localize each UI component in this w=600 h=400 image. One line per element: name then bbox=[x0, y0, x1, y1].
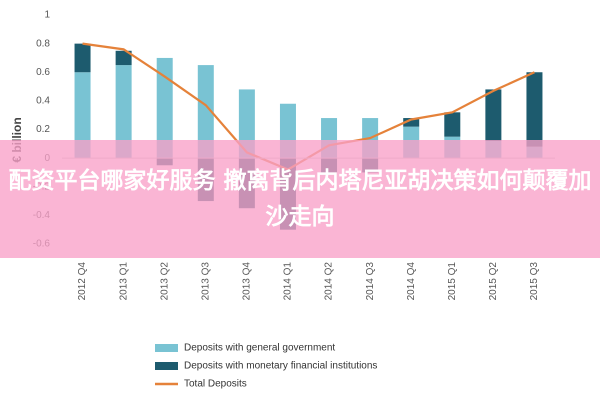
legend-swatch bbox=[155, 362, 178, 370]
legend-label: Total Deposits bbox=[184, 379, 247, 390]
y-tick-label: 0.4 bbox=[36, 96, 50, 107]
x-tick-label: 2014 Q1 bbox=[283, 262, 294, 301]
x-tick-label: 2013 Q3 bbox=[200, 262, 211, 301]
x-tick-label: 2015 Q3 bbox=[529, 262, 540, 301]
bar bbox=[74, 72, 91, 159]
y-tick-label: 0.2 bbox=[36, 124, 50, 135]
x-tick-label: 2013 Q1 bbox=[118, 262, 129, 301]
x-tick-label: 2014 Q3 bbox=[365, 262, 376, 301]
x-tick-label: 2012 Q4 bbox=[77, 262, 88, 301]
x-tick-label: 2014 Q2 bbox=[324, 262, 335, 301]
legend-label: Deposits with general government bbox=[184, 343, 335, 354]
legend-label: Deposits with monetary financial institu… bbox=[184, 361, 377, 372]
overlay-text: 配资平台哪家好服务 撤离背后内塔尼亚胡决策如何颠覆加沙走向 bbox=[8, 168, 592, 230]
bar bbox=[115, 50, 132, 66]
overlay-banner: 配资平台哪家好服务 撤离背后内塔尼亚胡决策如何颠覆加沙走向 bbox=[0, 140, 600, 258]
y-tick-label: 0.8 bbox=[36, 38, 50, 49]
bar bbox=[197, 65, 214, 159]
bar bbox=[485, 89, 502, 141]
x-tick-label: 2013 Q4 bbox=[242, 262, 253, 301]
bar bbox=[403, 118, 420, 127]
x-tick-label: 2013 Q2 bbox=[159, 262, 170, 301]
bar bbox=[115, 65, 132, 159]
legend-swatch bbox=[155, 344, 178, 352]
bar bbox=[156, 57, 173, 159]
x-tick-label: 2014 Q4 bbox=[406, 262, 417, 301]
y-tick-label: 1 bbox=[44, 10, 50, 21]
bar bbox=[444, 112, 461, 137]
y-tick-label: 0.6 bbox=[36, 67, 50, 78]
bar bbox=[526, 72, 543, 147]
bar bbox=[74, 43, 91, 73]
x-tick-label: 2015 Q1 bbox=[447, 262, 458, 301]
x-tick-label: 2015 Q2 bbox=[488, 262, 499, 301]
